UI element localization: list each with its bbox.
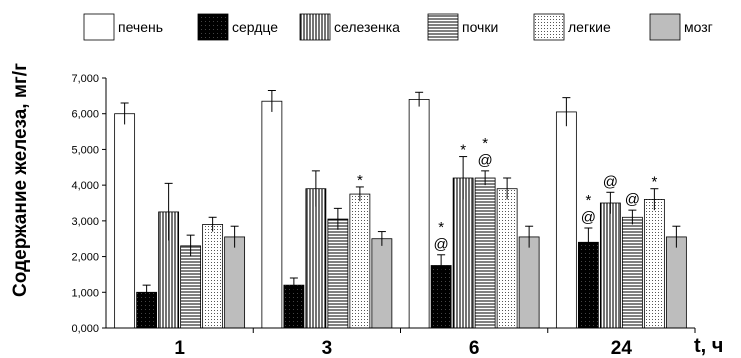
bar-dots [349, 193, 371, 329]
legend-label: почки [462, 19, 498, 35]
legend-swatch-horizontal [427, 13, 459, 41]
bar-gray [518, 236, 540, 329]
bar-white [114, 113, 136, 329]
bar-gray [665, 236, 687, 329]
significance-asterisk: * [651, 174, 657, 191]
bar-vertical [599, 202, 621, 329]
bar-vertical [452, 177, 474, 329]
significance-asterisk: * [438, 219, 444, 236]
legend-label: мозг [684, 19, 713, 35]
x-axis-label: t, ч [694, 335, 723, 357]
y-tick-label: 3,000 [71, 216, 99, 228]
legend: печень сердце селезенка почки легкие мозг [83, 13, 713, 41]
legend-swatch-dots [533, 13, 565, 41]
bar-white [261, 100, 283, 329]
significance-at: @ [478, 152, 493, 169]
legend-swatch-gray [649, 13, 681, 41]
y-tick-label: 1,000 [71, 287, 99, 299]
x-tick-label: 1 [174, 338, 185, 358]
bar-gray [371, 238, 393, 329]
y-tick-label: 0,000 [71, 323, 99, 335]
bar-horizontal [474, 177, 496, 329]
y-axis: 0,000 1,000 2,000 3,000 4,000 5,000 6,000 7,000 [71, 73, 107, 335]
bar-white [408, 99, 430, 329]
x-tick-label: 6 [469, 338, 480, 358]
y-tick-label: 4,000 [71, 180, 99, 192]
legend-label: сердце [232, 19, 278, 35]
x-tick-label: 3 [322, 338, 333, 358]
bar-dots [202, 224, 224, 329]
significance-asterisk: * [482, 135, 488, 152]
significance-at: @ [603, 173, 618, 190]
bar-dots [643, 199, 665, 329]
legend-swatch-black [197, 13, 229, 41]
bar-dots [496, 188, 518, 329]
y-tick-label: 5,000 [71, 144, 99, 156]
bar-horizontal [327, 218, 349, 329]
significance-asterisk: * [460, 142, 466, 159]
significance-at: @ [625, 191, 640, 208]
bars: **@* *@*@@@* [114, 90, 687, 329]
y-tick-label: 7,000 [71, 73, 99, 85]
bar-gray [224, 236, 246, 329]
x-tick-label: 24 [611, 338, 633, 358]
bar-vertical [305, 188, 327, 329]
significance-asterisk: * [357, 172, 363, 189]
legend-label: легкие [568, 19, 611, 35]
significance-at: @ [434, 236, 449, 253]
y-tick-label: 2,000 [71, 252, 99, 264]
significance-asterisk: * [585, 192, 591, 209]
legend-swatch-vertical [299, 13, 331, 41]
y-tick-label: 6,000 [71, 109, 99, 121]
legend-label: печень [118, 19, 163, 35]
significance-at: @ [581, 209, 596, 226]
bar-horizontal [621, 216, 643, 329]
bar-horizontal [180, 245, 202, 329]
bar-white [555, 111, 577, 329]
legend-label: селезенка [334, 19, 400, 35]
y-axis-label: Содержание железа, мг/г [10, 63, 31, 297]
legend-swatch-white [83, 13, 115, 41]
x-axis: 1 3 6 24 [106, 327, 696, 358]
